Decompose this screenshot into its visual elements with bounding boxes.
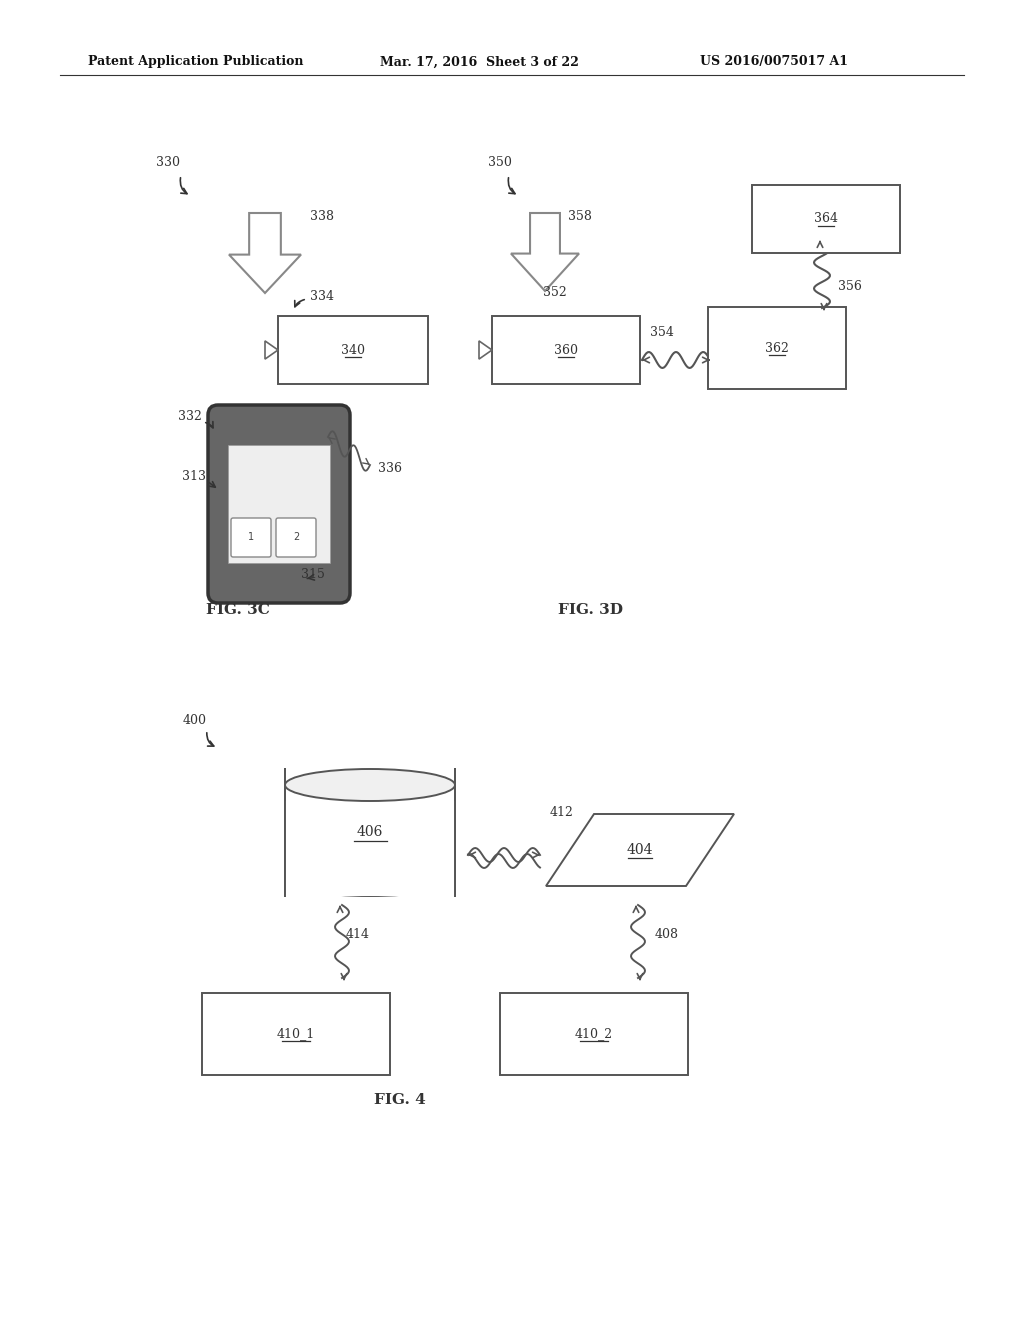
Text: 315: 315: [301, 569, 325, 582]
Text: 340: 340: [341, 343, 365, 356]
Text: 364: 364: [814, 213, 838, 226]
Text: 313: 313: [182, 470, 206, 483]
Text: 354: 354: [650, 326, 674, 339]
FancyBboxPatch shape: [285, 801, 455, 896]
Text: 338: 338: [310, 210, 334, 223]
Text: 2: 2: [293, 532, 299, 543]
FancyBboxPatch shape: [752, 185, 900, 253]
Text: FIG. 3D: FIG. 3D: [557, 603, 623, 616]
Text: 334: 334: [310, 289, 334, 302]
Text: 350: 350: [488, 157, 512, 169]
FancyBboxPatch shape: [278, 315, 428, 384]
FancyBboxPatch shape: [708, 308, 846, 389]
Text: Mar. 17, 2016  Sheet 3 of 22: Mar. 17, 2016 Sheet 3 of 22: [380, 55, 579, 69]
FancyBboxPatch shape: [276, 517, 316, 557]
Text: 410_1: 410_1: [276, 1027, 315, 1040]
Text: Patent Application Publication: Patent Application Publication: [88, 55, 303, 69]
Ellipse shape: [285, 770, 455, 801]
Text: 410_2: 410_2: [574, 1027, 613, 1040]
FancyBboxPatch shape: [228, 445, 330, 564]
Text: FIG. 4: FIG. 4: [374, 1093, 426, 1107]
Text: 400: 400: [183, 714, 207, 726]
Text: 414: 414: [346, 928, 370, 941]
Text: 408: 408: [655, 928, 679, 941]
Text: 332: 332: [178, 409, 202, 422]
FancyBboxPatch shape: [231, 517, 271, 557]
FancyBboxPatch shape: [202, 993, 390, 1074]
Text: 352: 352: [543, 286, 566, 300]
Text: 358: 358: [568, 210, 592, 223]
FancyBboxPatch shape: [208, 405, 350, 603]
Text: 360: 360: [554, 343, 578, 356]
Ellipse shape: [285, 865, 455, 896]
Text: 362: 362: [765, 342, 788, 355]
Text: 1: 1: [248, 532, 254, 543]
Text: 412: 412: [550, 807, 573, 820]
Text: 404: 404: [627, 843, 653, 857]
FancyBboxPatch shape: [492, 315, 640, 384]
Text: US 2016/0075017 A1: US 2016/0075017 A1: [700, 55, 848, 69]
Text: 406: 406: [356, 825, 383, 840]
FancyBboxPatch shape: [500, 993, 688, 1074]
Text: 356: 356: [838, 281, 862, 293]
Text: FIG. 3C: FIG. 3C: [206, 603, 270, 616]
Text: 330: 330: [156, 157, 180, 169]
Text: 336: 336: [378, 462, 402, 474]
